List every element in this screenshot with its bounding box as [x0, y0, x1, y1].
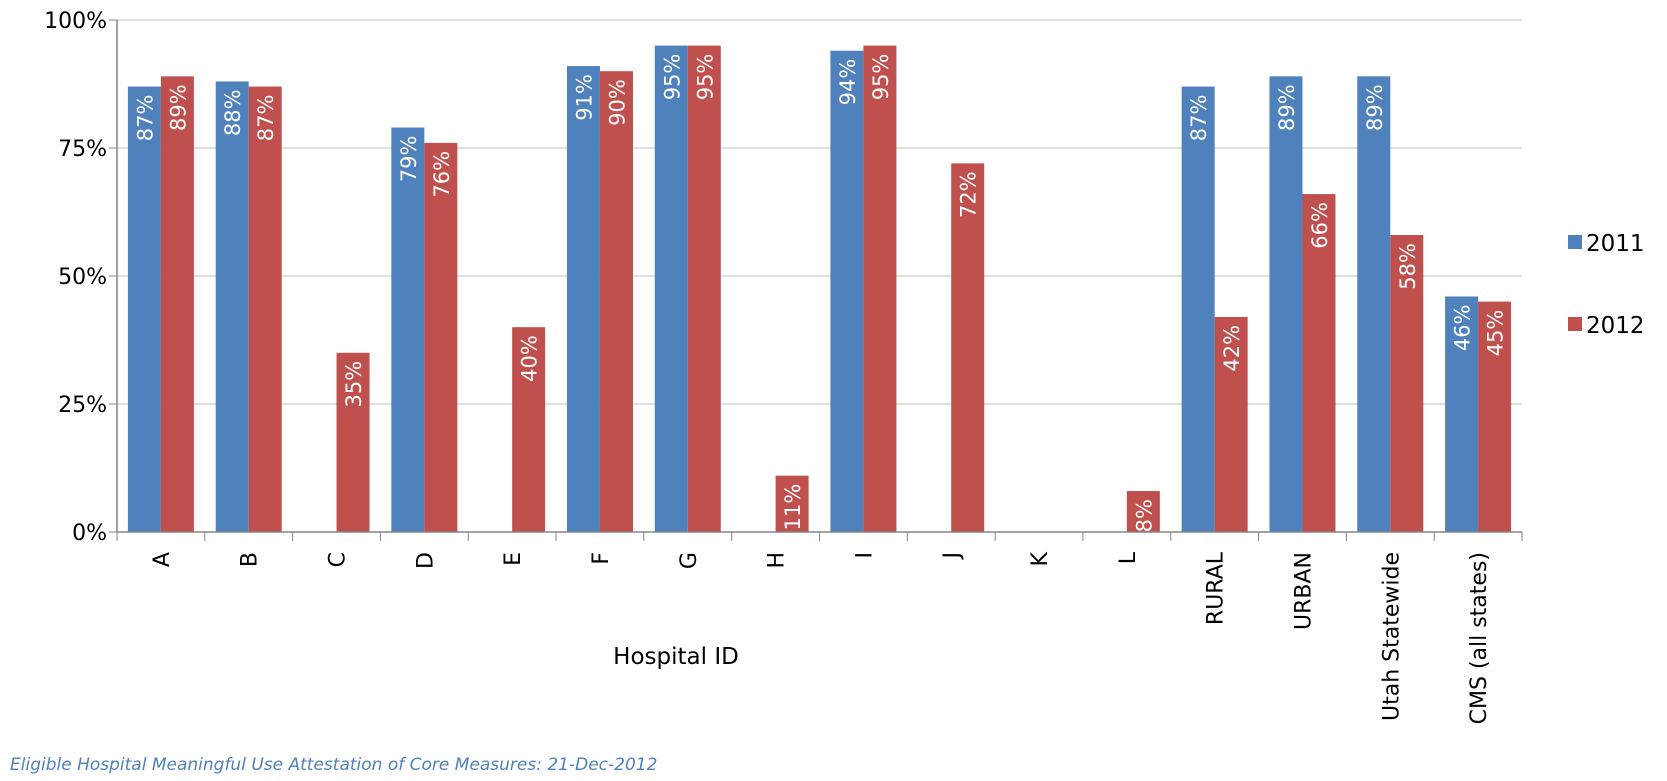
- x-tick-label: CMS (all states): [1467, 552, 1492, 724]
- x-tick-label: L: [1116, 551, 1141, 564]
- x-tick-label: C: [326, 552, 351, 567]
- x-tick-label: H: [765, 552, 790, 569]
- bar-2012-f: [599, 71, 633, 532]
- x-tick-label: E: [501, 552, 526, 566]
- x-tick-label: B: [238, 552, 263, 567]
- bar-2012-j: [951, 163, 985, 533]
- chart-footnote: Eligible Hospital Meaningful Use Attesta…: [10, 755, 658, 775]
- legend-swatch-2011: [1568, 235, 1582, 249]
- bar-2012-d: [424, 142, 458, 532]
- bar-2011-cms-all-states-: [1445, 296, 1479, 532]
- bar-2012-rural: [1214, 316, 1248, 532]
- data-label: 46%: [1451, 304, 1475, 351]
- x-tick-label: I: [852, 552, 877, 559]
- bars: [127, 45, 1512, 533]
- bar-2012-utah-statewide: [1390, 235, 1424, 533]
- bar-2011-rural: [1181, 86, 1215, 532]
- data-label: 87%: [133, 95, 157, 142]
- data-label: 76%: [430, 151, 454, 198]
- data-label: 88%: [221, 89, 245, 136]
- data-label: 35%: [342, 361, 366, 408]
- bar-2012-h: [775, 475, 809, 532]
- x-axis-title: Hospital ID: [613, 644, 739, 670]
- y-tick-label: 100%: [44, 9, 107, 34]
- data-label: 89%: [166, 84, 190, 131]
- legend-label-2011: 2011: [1586, 231, 1645, 257]
- bar-2011-b: [215, 81, 249, 532]
- data-label: 11%: [781, 484, 805, 531]
- x-tick-label: RURAL: [1204, 551, 1229, 625]
- bar-2012-g: [687, 45, 721, 532]
- bar-2012-cms-all-states-: [1478, 301, 1512, 532]
- data-label: 89%: [1275, 84, 1299, 131]
- data-label: 89%: [1363, 84, 1387, 131]
- legend-swatch-2012: [1568, 317, 1582, 331]
- data-label: 45%: [1484, 310, 1508, 357]
- y-tick-label: 75%: [58, 137, 107, 162]
- x-tick-label: J: [940, 552, 965, 561]
- data-label: 90%: [605, 79, 629, 126]
- bar-2011-d: [391, 127, 425, 533]
- bar-2012-e: [512, 327, 546, 532]
- bar-2011-a: [127, 86, 161, 532]
- data-label: 95%: [693, 54, 717, 101]
- data-label: 87%: [254, 95, 278, 142]
- bar-2011-f: [566, 66, 600, 532]
- data-label: 8%: [1132, 499, 1156, 532]
- data-label: 58%: [1396, 243, 1420, 290]
- bar-2012-l: [1126, 491, 1160, 532]
- y-tick-label: 50%: [58, 265, 107, 290]
- legend-label-2012: 2012: [1586, 313, 1645, 339]
- data-label: 94%: [836, 59, 860, 106]
- bar-2012-urban: [1302, 194, 1336, 532]
- bar-2012-a: [160, 76, 194, 532]
- data-label: 79%: [397, 136, 421, 183]
- data-label: 42%: [1220, 325, 1244, 372]
- y-tick-label: 0%: [72, 521, 107, 546]
- x-tick-label: A: [150, 552, 175, 567]
- x-tick-label: K: [1028, 551, 1053, 566]
- legend: 2011 2012: [1568, 231, 1645, 339]
- data-label: 40%: [518, 335, 542, 382]
- bar-2012-c: [336, 352, 370, 532]
- y-tick-label: 25%: [58, 393, 107, 418]
- data-label: 91%: [572, 74, 596, 121]
- x-tick-label: Utah Statewide: [1379, 552, 1404, 721]
- bar-2011-urban: [1269, 76, 1303, 532]
- data-label: 87%: [1187, 95, 1211, 142]
- x-tick-label: G: [677, 552, 702, 569]
- x-tick-label: D: [413, 552, 438, 569]
- data-label: 72%: [957, 171, 981, 218]
- bar-2012-b: [248, 86, 282, 532]
- x-tick-label: F: [589, 552, 614, 565]
- bar-2011-i: [830, 50, 864, 532]
- bar-2012-i: [863, 45, 897, 532]
- data-label: 66%: [1308, 202, 1332, 249]
- data-label: 95%: [869, 54, 893, 101]
- bar-2011-g: [654, 45, 688, 532]
- data-label: 95%: [660, 54, 684, 101]
- bar-2011-utah-statewide: [1357, 76, 1391, 532]
- x-tick-label: URBAN: [1291, 552, 1316, 630]
